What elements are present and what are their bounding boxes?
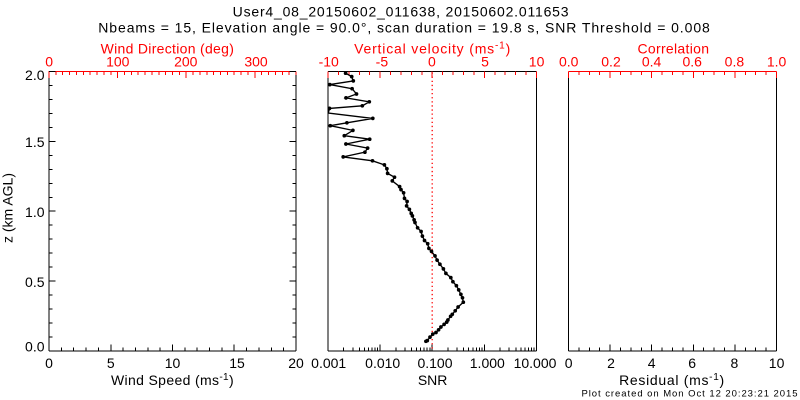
svg-text:1.0: 1.0 xyxy=(25,204,45,220)
svg-text:Residual (ms-1): Residual (ms-1) xyxy=(619,372,725,388)
svg-text:0.100: 0.100 xyxy=(417,355,452,371)
svg-text:2: 2 xyxy=(607,355,615,371)
svg-text:6: 6 xyxy=(688,355,696,371)
svg-text:4: 4 xyxy=(648,355,656,371)
svg-text:200: 200 xyxy=(174,54,198,70)
svg-text:0.001: 0.001 xyxy=(311,355,346,371)
svg-text:8: 8 xyxy=(731,355,739,371)
svg-text:10: 10 xyxy=(769,355,785,371)
svg-text:1.000: 1.000 xyxy=(470,355,505,371)
svg-text:Wind Direction (deg): Wind Direction (deg) xyxy=(101,41,235,57)
svg-text:0.2: 0.2 xyxy=(601,54,621,70)
svg-text:-10: -10 xyxy=(319,54,339,70)
svg-text:300: 300 xyxy=(244,54,268,70)
svg-text:0.0: 0.0 xyxy=(559,54,579,70)
svg-text:15: 15 xyxy=(229,355,245,371)
svg-text:Correlation: Correlation xyxy=(638,41,710,57)
svg-text:Plot created on Mon Oct 12 20:: Plot created on Mon Oct 12 20:23:21 2015 xyxy=(581,388,798,399)
svg-text:0: 0 xyxy=(565,355,573,371)
svg-text:0.8: 0.8 xyxy=(725,54,745,70)
svg-text:0: 0 xyxy=(45,54,53,70)
svg-text:10: 10 xyxy=(529,54,545,70)
svg-text:Vertical velocity (ms-1): Vertical velocity (ms-1) xyxy=(354,41,511,57)
svg-text:User4_08_20150602_011638, 2015: User4_08_20150602_011638, 20150602.01165… xyxy=(233,4,570,20)
svg-text:-5: -5 xyxy=(376,54,389,70)
svg-text:0.0: 0.0 xyxy=(25,338,45,354)
svg-text:10.000: 10.000 xyxy=(514,355,557,371)
svg-text:0.4: 0.4 xyxy=(642,54,662,70)
svg-text:0: 0 xyxy=(45,355,53,371)
svg-text:Nbeams = 15, Elevation angle =: Nbeams = 15, Elevation angle = 90.0°, sc… xyxy=(98,20,710,36)
svg-text:5: 5 xyxy=(107,355,115,371)
svg-text:0.010: 0.010 xyxy=(365,355,400,371)
svg-text:1.5: 1.5 xyxy=(25,134,45,150)
svg-text:0.5: 0.5 xyxy=(25,274,45,290)
svg-text:1.0: 1.0 xyxy=(767,54,787,70)
svg-text:0: 0 xyxy=(428,54,436,70)
svg-text:0.6: 0.6 xyxy=(682,54,702,70)
svg-text:5: 5 xyxy=(481,54,489,70)
svg-text:2.0: 2.0 xyxy=(25,67,45,83)
svg-text:Wind Speed (ms-1): Wind Speed (ms-1) xyxy=(111,372,234,388)
svg-text:z (km AGL): z (km AGL) xyxy=(0,173,16,243)
svg-text:10: 10 xyxy=(165,355,181,371)
svg-text:100: 100 xyxy=(106,54,130,70)
svg-text:20: 20 xyxy=(288,355,304,371)
svg-text:SNR: SNR xyxy=(418,372,448,388)
